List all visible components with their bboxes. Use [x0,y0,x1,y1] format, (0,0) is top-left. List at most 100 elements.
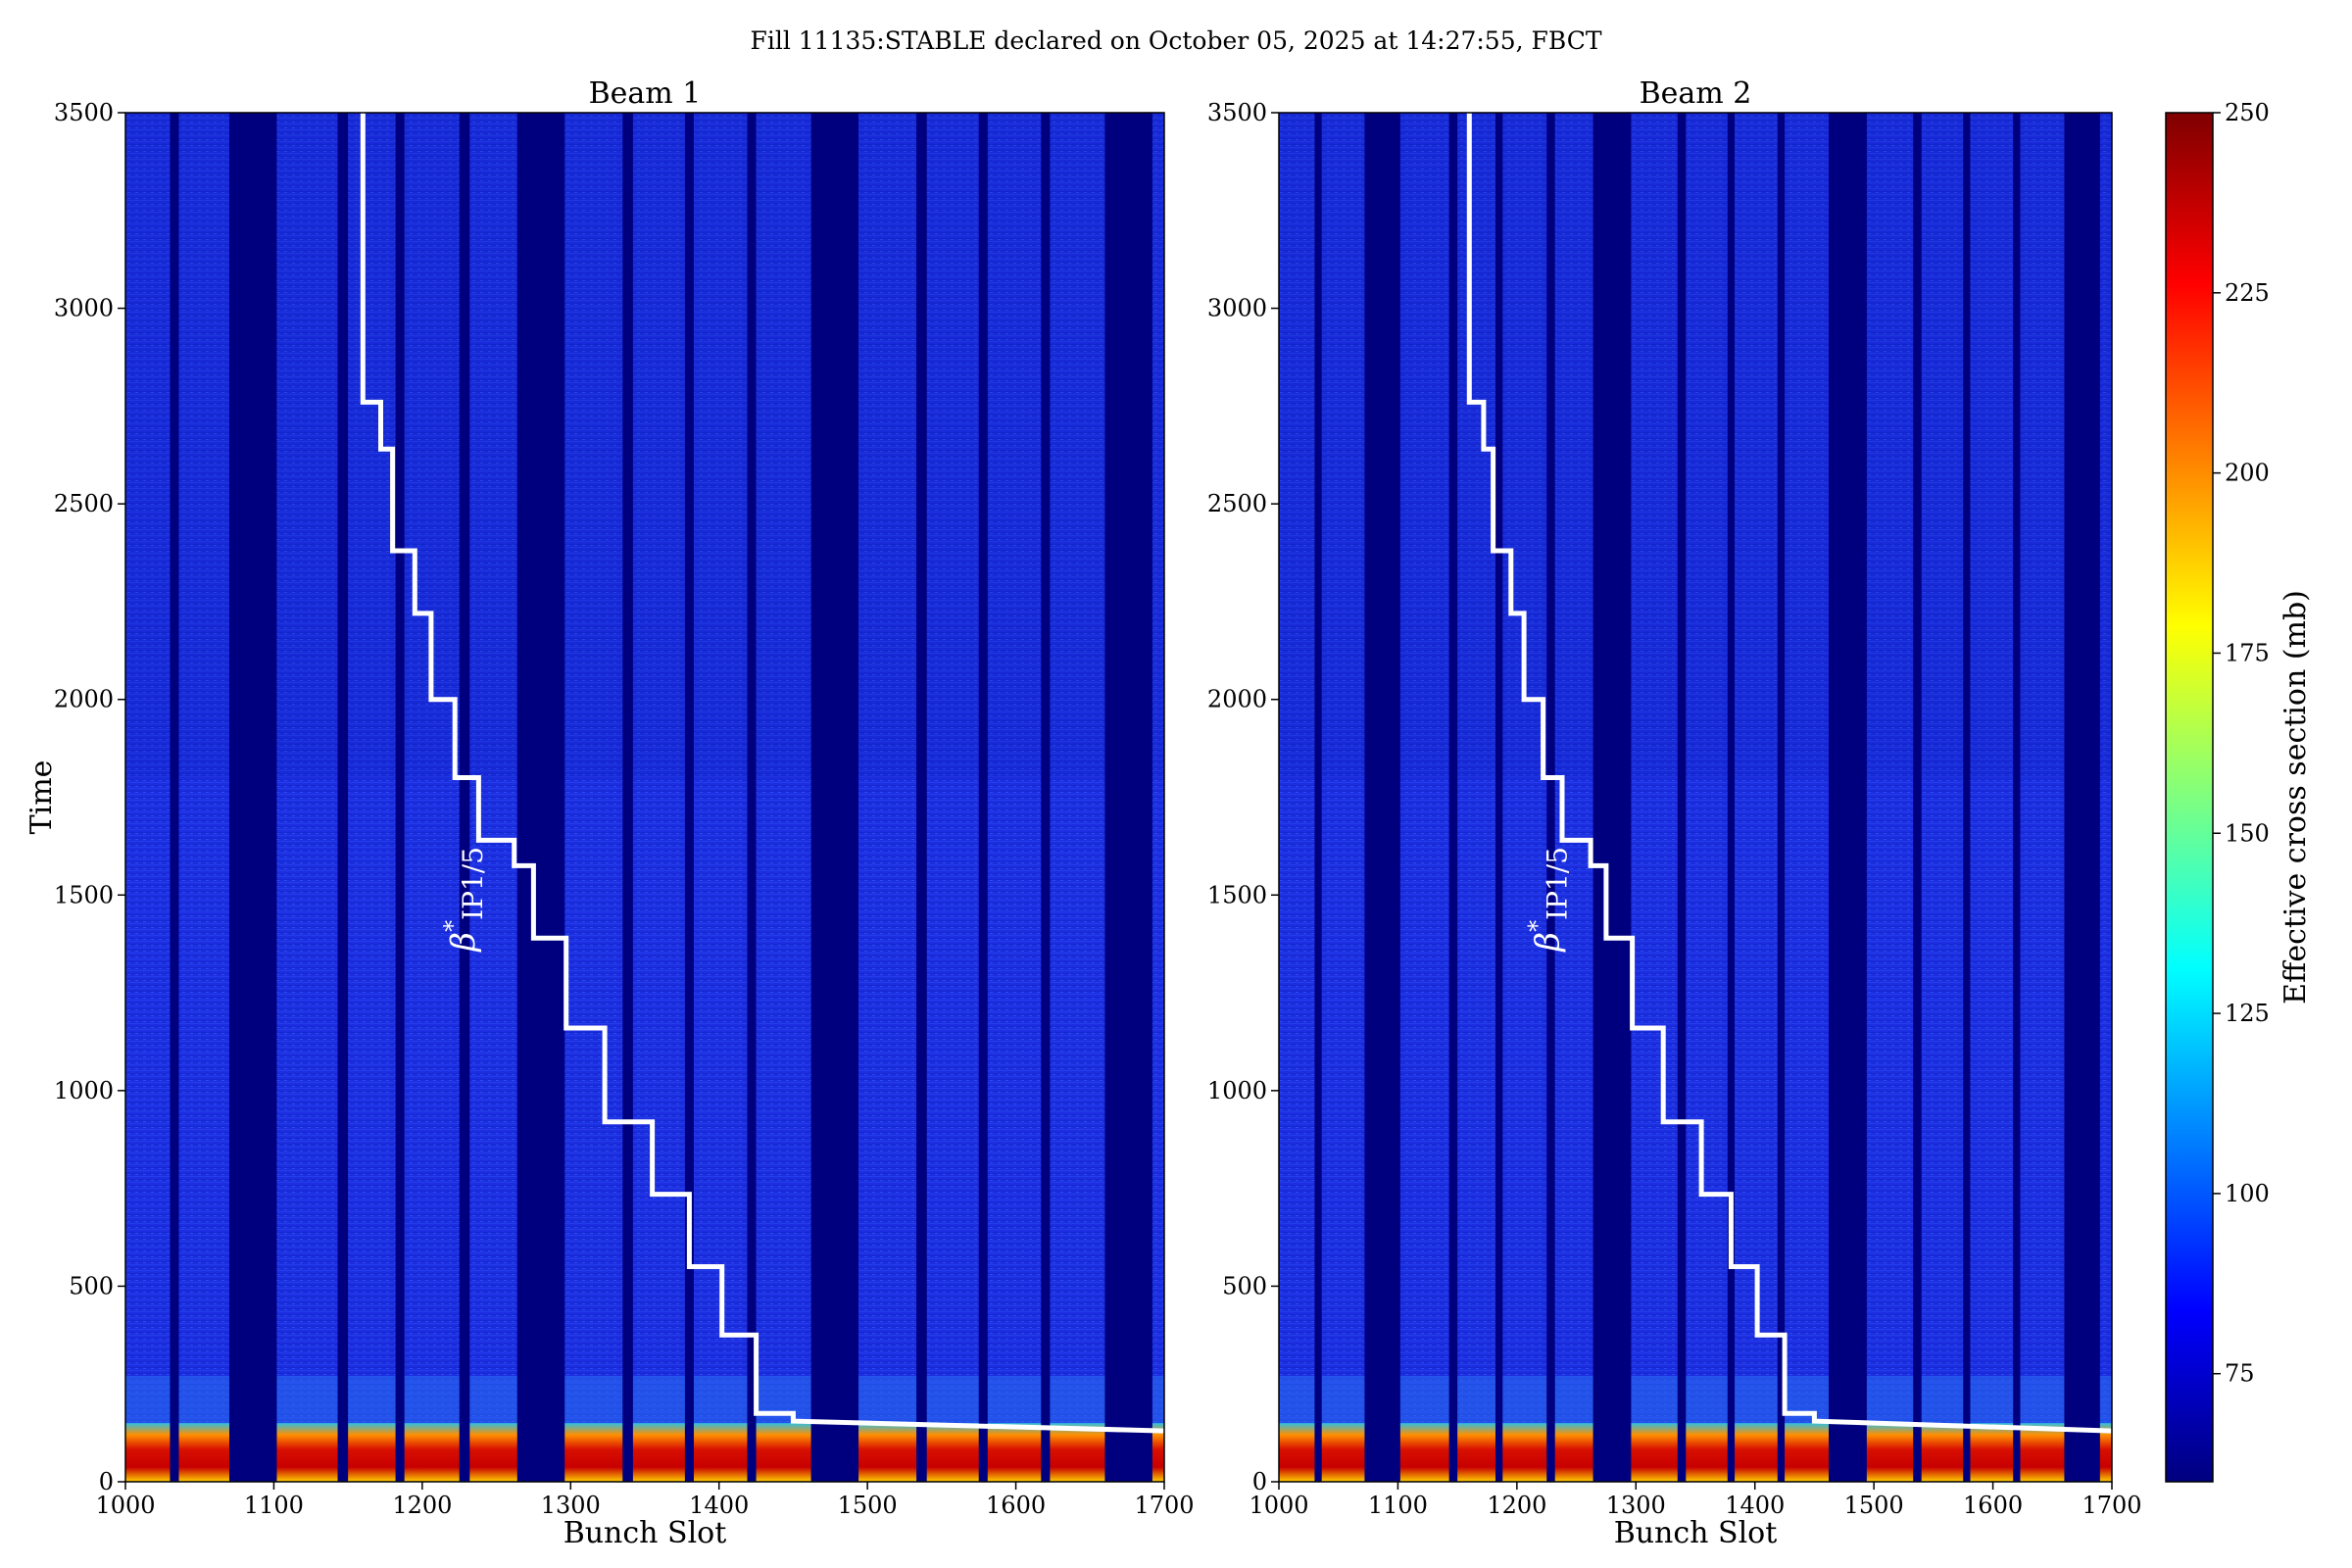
beam-1-upper-shade [125,113,1164,778]
beam-1-empty-slot-band [810,113,859,1482]
beam-1-frame [124,112,1165,1483]
colorbar-tick-label: 125 [2225,1000,2270,1027]
beam-1-empty-slot-band [978,113,988,1482]
beam-1-heatmap: β*IP1/5 [124,112,1165,1483]
beam-1-y-tick-label: 2500 [54,490,114,517]
beam-1-y-ticks: 0 500 1000 1500 2000 2500 3000 3500 [54,99,125,1495]
beam-1-x-tick-label: 1600 [986,1492,1046,1519]
beam-2-frame [1278,112,2113,1483]
beam-1-empty-slot-band [516,113,565,1482]
colorbar-tick-label: 75 [2225,1360,2255,1388]
beam-2-y-tick-label: 1000 [1207,1077,1267,1104]
beam-1-y-tick-label: 1500 [54,881,114,908]
beam-1-x-tick-label: 1000 [95,1492,155,1519]
colorbar-gradient [2165,112,2214,1483]
beam-1-beta-star-line [360,113,1165,1434]
beam-1-empty-slot-band [337,113,349,1482]
beam-1-x-tick-label: 1200 [392,1492,452,1519]
beam-1-empty-slot-band [1041,113,1051,1482]
beam-1-empty-slot-band [747,113,757,1482]
beam-2-y-tick-label: 500 [1222,1272,1267,1299]
colorbar-label: Effective cross section (mb) [2278,590,2313,1004]
beam-1-ylabel: Time [24,760,59,835]
beam-2-x-tick-label: 1700 [2082,1492,2141,1519]
beam-1-base-field [125,113,1164,1482]
colorbar-tick-label: 225 [2225,279,2270,307]
colorbar-tick-label: 100 [2225,1180,2270,1207]
beam-1-y-tick-label: 3500 [54,99,114,126]
beam-1-y-tick-label: 500 [69,1272,114,1299]
beam-2-y-tick-label: 3500 [1207,99,1267,126]
beam-2-heatmap: β*IP1/5 [1278,112,2113,1483]
beam-2-x-ticks: 1000 1100 1200 1300 1400 1500 1600 1700 [1249,1482,2142,1519]
beam-2-high-band [1279,1423,2112,1482]
beam-2-empty-slot-band [1592,113,1632,1482]
beam-2-empty-slot-band [1546,113,1555,1482]
beam-1-x-tick-label: 1500 [838,1492,898,1519]
beam-2-x-tick-label: 1200 [1487,1492,1546,1519]
beam-2-empty-slot-band [1314,113,1322,1482]
figure-title: Fill 11135:STABLE declared on October 05… [750,26,1601,55]
beam-1-x-ticks: 1000 1100 1200 1300 1400 1500 1600 1700 [95,1482,1195,1519]
beam-2-upper-shade [1279,113,2112,778]
beam-1-empty-slot-band [1104,113,1152,1482]
beam-1-x-tick-label: 1300 [541,1492,601,1519]
beam-2-empty-slot-band [1677,113,1687,1482]
beam-1-empty-slot-band [459,113,470,1482]
beam-1-empty-slot-band [916,113,927,1482]
beam-1-y-tick-label: 0 [99,1468,114,1495]
beam-2-y-tick-label: 0 [1252,1468,1267,1495]
beam-2-empty-slot-band [1963,113,1971,1482]
beam-1-x-tick-label: 1100 [244,1492,304,1519]
beam-2-empty-slot-band [2064,113,2100,1482]
beam-1-title: Beam 1 [589,76,702,111]
beam-1-y-tick-label: 3000 [54,295,114,322]
beam-2-x-tick-label: 1400 [1725,1492,1785,1519]
beam-1-empty-slot-band [622,113,633,1482]
beam-1-y-tick-label: 2000 [54,686,114,713]
beam-2-y-tick-label: 2000 [1207,686,1267,713]
beam-1-empty-slot-band [684,113,694,1482]
colorbar-ticks: 75 100 125 150 175 200 225 250 [2213,99,2270,1388]
beam-2-x-tick-label: 1500 [1844,1492,1904,1519]
beam-2-xlabel: Bunch Slot [1614,1516,1778,1550]
beam-2-y-tick-label: 2500 [1207,490,1267,517]
beam-2-empty-slot-band [1777,113,1786,1482]
beam-2-beta-star-line [1466,113,2113,1434]
beam-2-y-tick-label: 3000 [1207,295,1267,322]
colorbar-tick-label: 175 [2225,639,2270,666]
beam-2-beta-star-annotation: β*IP1/5 [1523,847,1573,954]
beam-2-empty-slot-band [1364,113,1400,1482]
beam-1-xlabel: Bunch Slot [564,1516,727,1550]
colorbar-tick-label: 250 [2225,99,2270,126]
beam-2-empty-slot-band [1913,113,1922,1482]
beam-2-empty-slot-band [1727,113,1736,1482]
beam-2-empty-slot-band [2013,113,2021,1482]
beam-1-empty-slot-band [229,113,277,1482]
beam-2-empty-slot-band [1448,113,1458,1482]
beam-2-x-tick-label: 1000 [1249,1492,1308,1519]
beam-2-y-tick-label: 1500 [1207,881,1267,908]
beam-2-x-tick-label: 1300 [1606,1492,1666,1519]
beam-2-y-ticks: 0 500 1000 1500 2000 2500 3000 3500 [1207,99,1279,1495]
beam-2-title: Beam 2 [1640,76,1752,111]
beam-2-transition-band [1279,1376,2112,1424]
beam-1-empty-slot-band [395,113,405,1482]
colorbar: 75 100 125 150 175 200 225 250 Effective cross … [2165,99,2313,1483]
beam-2-empty-slot-band [1829,113,1867,1482]
beam-2-x-tick-label: 1100 [1368,1492,1428,1519]
beam-1-y-tick-label: 1000 [54,1077,114,1104]
beam-1-transition-band [125,1376,1164,1424]
beam-2-base-field [1279,113,2112,1482]
beam-2-empty-slot-band [1495,113,1503,1482]
beam-1-x-tick-label: 1700 [1134,1492,1194,1519]
beam-2-x-tick-label: 1600 [1963,1492,2023,1519]
beam-1-panel: Beam 1 β*IP1/5 1000 1100 1200 1300 1400 1500 1… [24,76,1195,1550]
beam-1-beta-star-annotation: β*IP1/5 [439,847,489,954]
colorbar-tick-label: 200 [2225,460,2270,487]
beam-1-high-band [125,1423,1164,1482]
colorbar-tick-label: 150 [2225,819,2270,847]
beam-1-x-tick-label: 1400 [689,1492,749,1519]
beam-2-panel: Beam 2 β*IP1/5 1000 1100 1200 1300 1400 1500 1… [1207,76,2142,1550]
